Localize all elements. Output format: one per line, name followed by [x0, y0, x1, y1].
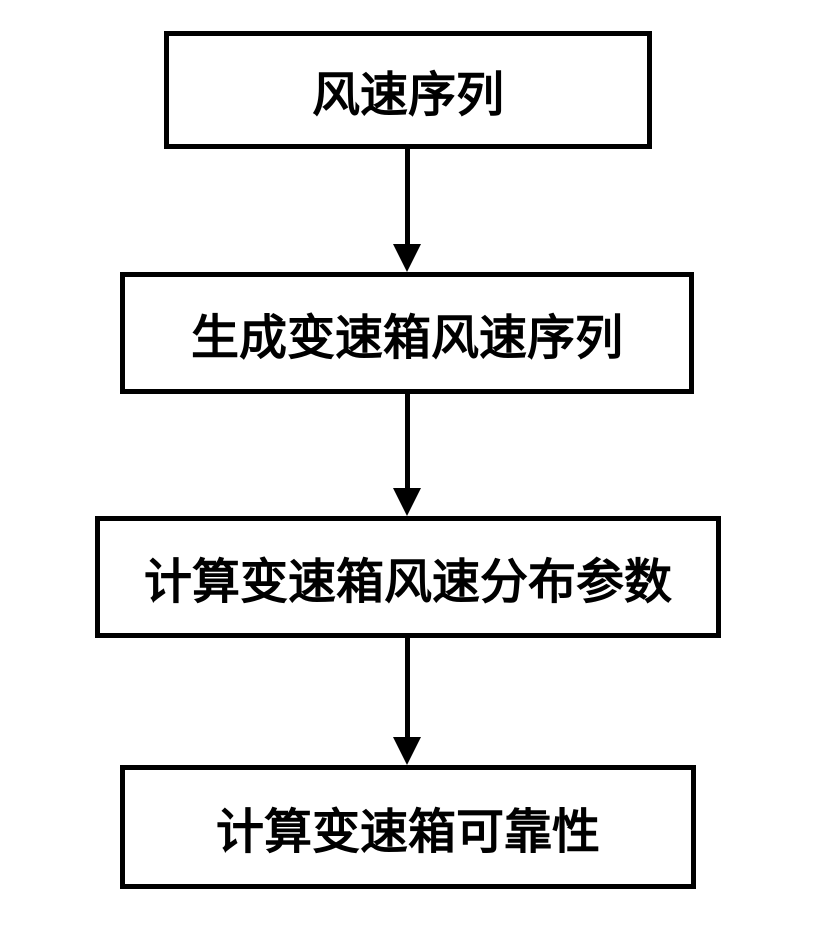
- flow-node-compute-distribution-params: 计算变速箱风速分布参数: [95, 516, 721, 638]
- arrow-line: [405, 394, 410, 488]
- flow-node-label: 计算变速箱风速分布参数: [144, 542, 672, 612]
- arrow-line: [405, 149, 410, 244]
- flowchart-canvas: 风速序列 生成变速箱风速序列 计算变速箱风速分布参数 计算变速箱可靠性: [0, 0, 814, 927]
- flow-node-label: 生成变速箱风速序列: [191, 298, 623, 368]
- arrow-head-icon: [393, 737, 421, 765]
- arrow-head-icon: [393, 488, 421, 516]
- flow-node-wind-speed-sequence: 风速序列: [164, 31, 652, 149]
- flow-node-label: 风速序列: [312, 55, 504, 125]
- arrow-line: [405, 638, 410, 737]
- flow-node-label: 计算变速箱可靠性: [216, 792, 600, 862]
- flow-node-compute-gearbox-reliability: 计算变速箱可靠性: [120, 765, 696, 889]
- arrow-head-icon: [393, 244, 421, 272]
- flow-node-generate-gearbox-sequence: 生成变速箱风速序列: [120, 272, 694, 394]
